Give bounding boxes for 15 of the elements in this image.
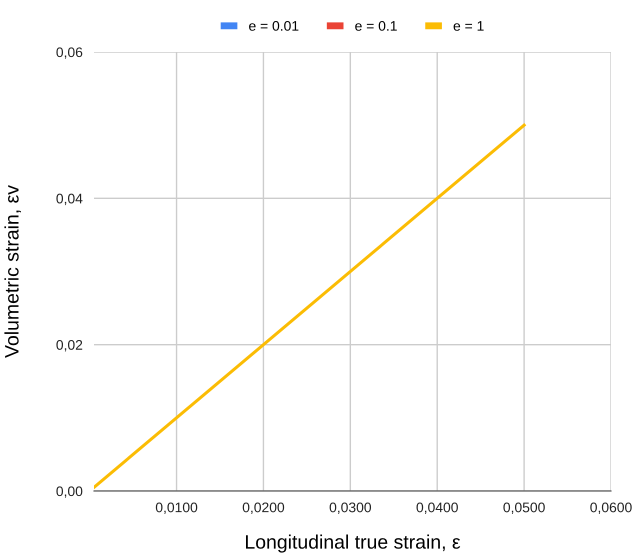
y-axis-title: Volumetric strain, εv bbox=[4, 185, 21, 358]
y-tick-label: 0,04 bbox=[56, 194, 82, 206]
legend-label: e = 0.1 bbox=[355, 20, 397, 31]
x-tick-label: 0,0500 bbox=[503, 502, 545, 514]
legend-label: e = 1 bbox=[454, 21, 484, 31]
y-tick-label: 0,00 bbox=[56, 486, 82, 498]
x-axis-title: Longitudinal true strain, ε bbox=[246, 534, 460, 553]
x-tick-label: 0,0100 bbox=[156, 502, 198, 514]
x-tick-label: 0,0600 bbox=[590, 502, 632, 514]
y-tick-label: 0,06 bbox=[56, 47, 82, 59]
legend-label: e = 0.01 bbox=[249, 20, 298, 31]
x-tick-label: 0,0300 bbox=[330, 502, 372, 514]
y-tick-label: 0,02 bbox=[56, 340, 82, 352]
x-tick-label: 0,0200 bbox=[242, 502, 284, 514]
x-tick-label: 0,0400 bbox=[416, 502, 458, 514]
